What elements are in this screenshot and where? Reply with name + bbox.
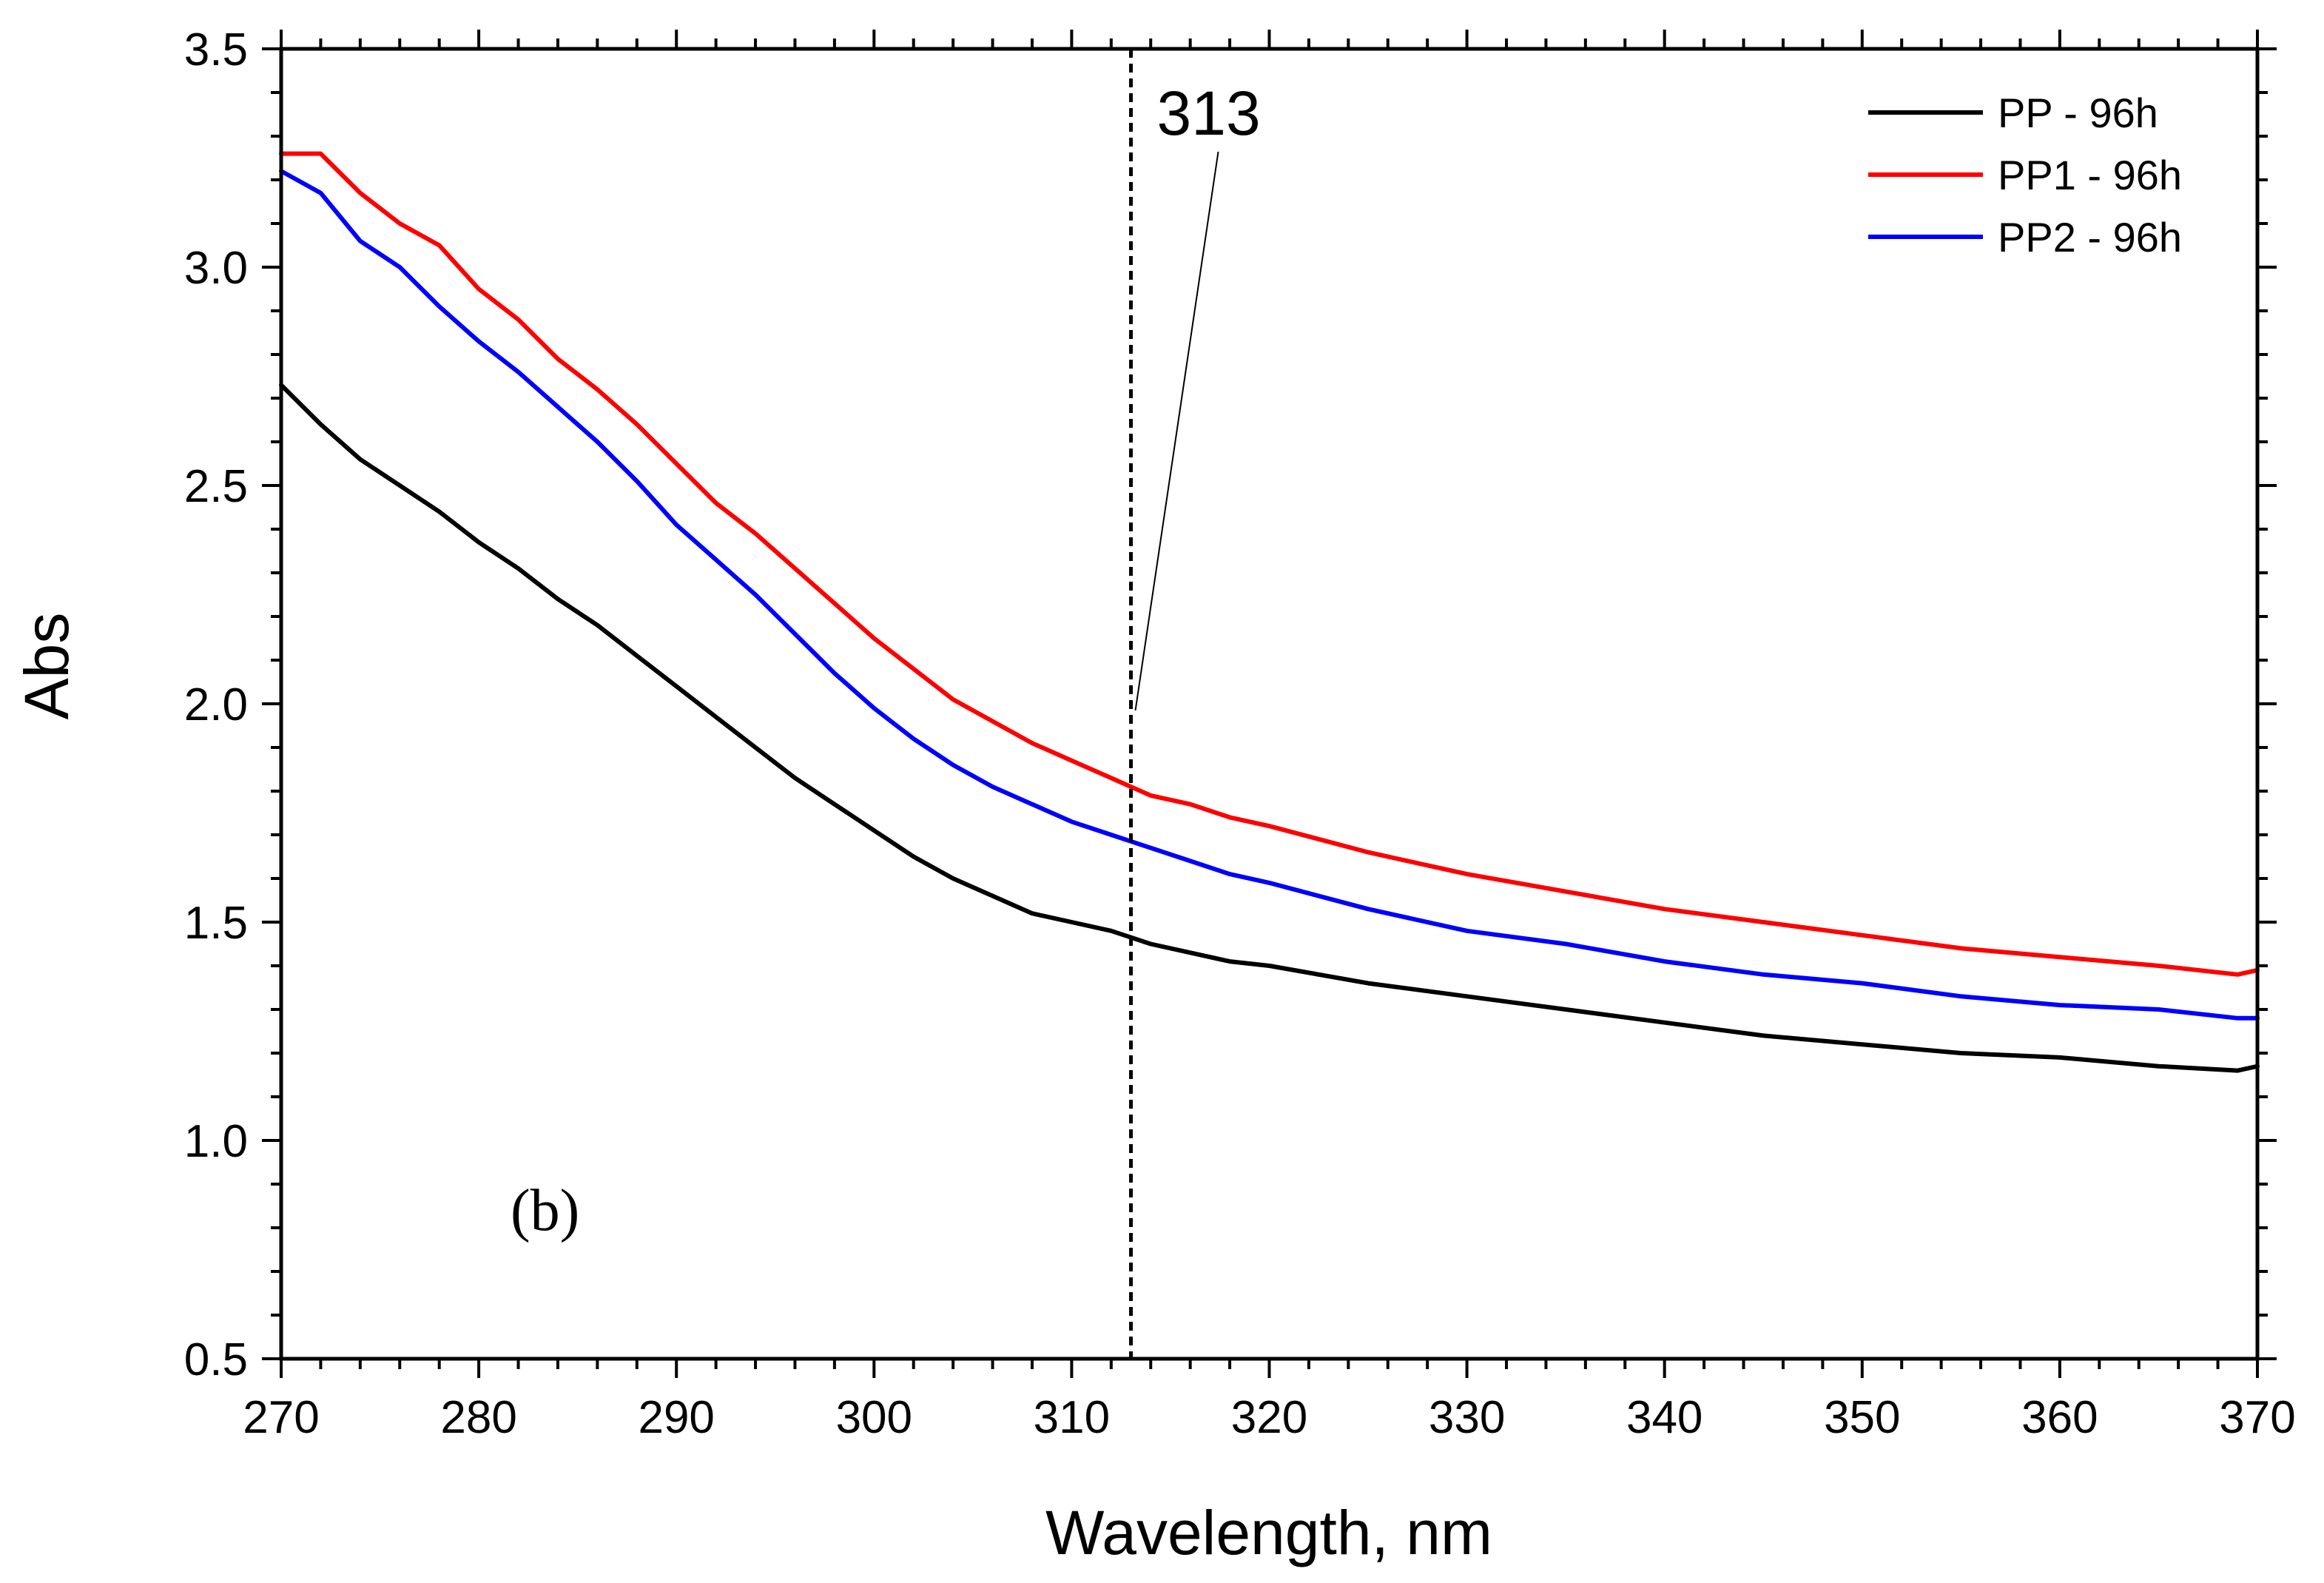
y-tick-label: 1.5: [184, 898, 248, 949]
x-tick-label: 370: [2219, 1392, 2295, 1443]
annotation-pointer: [1134, 151, 1219, 711]
y-tick-label: 2.5: [184, 461, 248, 512]
x-tick-label: 300: [836, 1392, 912, 1443]
y-tick-label: 3.0: [184, 243, 248, 294]
x-tick-label: 330: [1429, 1392, 1505, 1443]
x-tick-label: 360: [2021, 1392, 2098, 1443]
y-tick-label: 3.5: [184, 24, 248, 75]
x-tick-label: 350: [1824, 1392, 1900, 1443]
y-tick-label: 1.0: [184, 1116, 248, 1167]
x-tick-label: 310: [1034, 1392, 1110, 1443]
y-tick-label: 2.0: [184, 679, 248, 730]
series-line-3: [279, 169, 2260, 1021]
legend-label-3: PP2 - 96h: [1998, 214, 2182, 261]
plot-frame: [279, 47, 2260, 1361]
series-line-2: [279, 151, 2260, 977]
x-tick-label: 270: [243, 1392, 319, 1443]
y-axis-title: Abs: [12, 613, 81, 720]
legend: PP - 96h PP1 - 96h PP2 - 96h: [1868, 90, 2182, 261]
tick-labels: 270 280 290 300 310 320 330 340 350 360 370 0.5 1.0 1…: [184, 24, 2296, 1443]
legend-label-1: PP - 96h: [1998, 90, 2158, 136]
series-line-1: [279, 383, 2260, 1073]
x-tick-label: 320: [1231, 1392, 1307, 1443]
x-tick-label: 290: [638, 1392, 714, 1443]
y-tick-label: 0.5: [184, 1334, 248, 1385]
legend-label-2: PP1 - 96h: [1998, 152, 2182, 198]
x-tick-label: 340: [1626, 1392, 1702, 1443]
panel-label: (b): [511, 1178, 579, 1243]
x-tick-label: 280: [440, 1392, 516, 1443]
series-lines: [279, 151, 2260, 1073]
x-axis-title: Wavelength, nm: [1045, 1498, 1492, 1567]
annotation-label: 313: [1157, 78, 1261, 148]
